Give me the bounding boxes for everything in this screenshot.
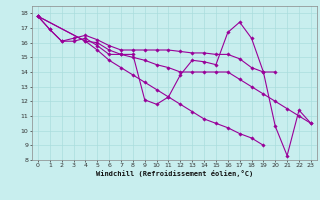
- X-axis label: Windchill (Refroidissement éolien,°C): Windchill (Refroidissement éolien,°C): [96, 170, 253, 177]
